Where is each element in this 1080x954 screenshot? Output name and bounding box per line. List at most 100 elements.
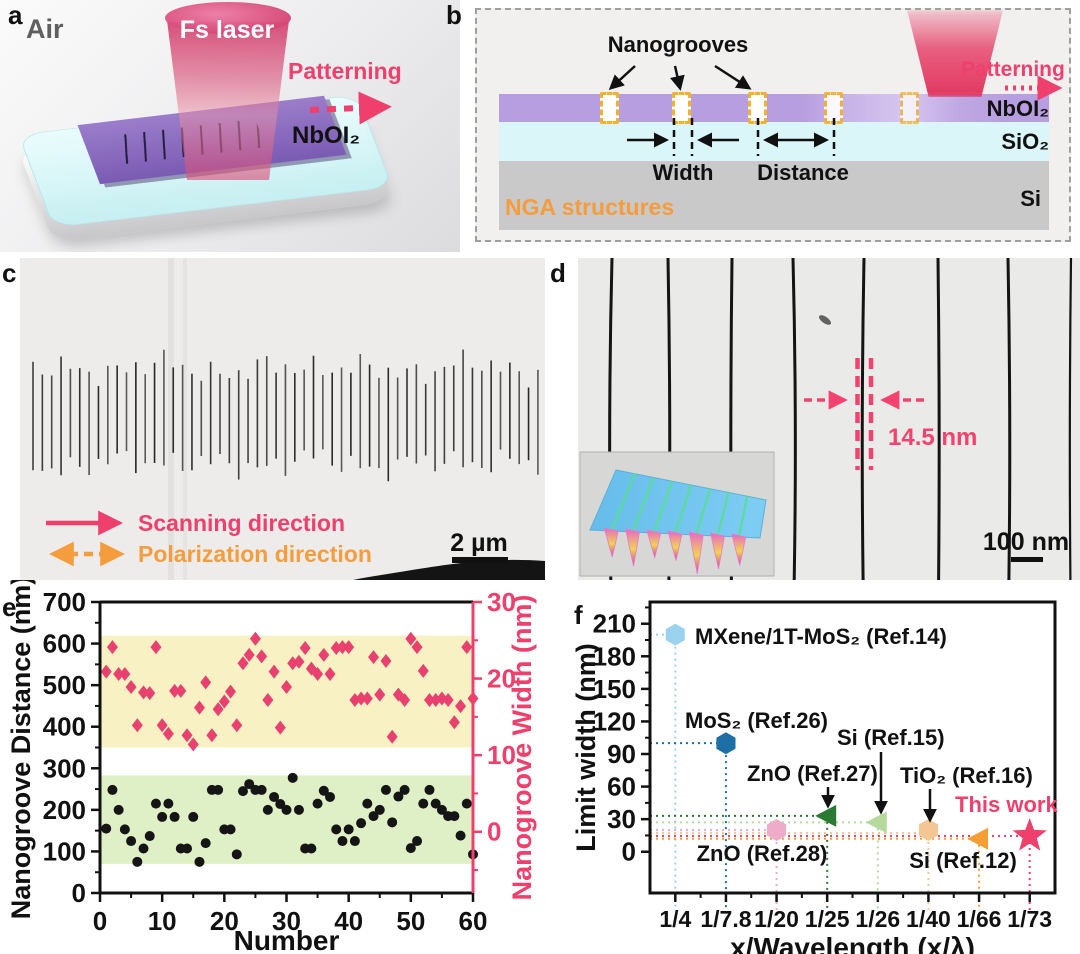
width-data-point	[100, 664, 112, 679]
panel-a-illustration: Air Fs laser Patterning NbOI₂	[0, 0, 460, 252]
material-label: This work	[955, 792, 1058, 817]
material-label: MoS₂ (Ref.26)	[685, 708, 828, 733]
layer-si	[499, 161, 1049, 230]
afm-spike	[688, 531, 704, 574]
width-data-point	[368, 650, 380, 665]
width-data-point	[336, 640, 348, 655]
distance-data-point	[237, 786, 248, 797]
sio2-layer-label: SiO₂	[1001, 129, 1049, 154]
nanogroove-array-lines	[32, 349, 539, 482]
svg-text:10: 10	[487, 740, 516, 770]
layer-nboi2	[499, 94, 1049, 122]
svg-text:40: 40	[334, 906, 363, 936]
width-data-point	[181, 728, 193, 743]
defect-spot	[818, 315, 832, 325]
distance-data-point	[424, 784, 435, 795]
svg-text:400: 400	[43, 712, 86, 742]
width-data-point	[237, 656, 249, 671]
distance-data-point	[150, 798, 161, 809]
svg-text:0: 0	[72, 878, 86, 908]
distance-data-point	[225, 824, 236, 835]
distance-data-point	[368, 811, 379, 822]
afm-spike	[603, 527, 619, 558]
fs-laser-label: Fs laser	[179, 16, 275, 44]
svg-text:1/66: 1/66	[957, 906, 1002, 932]
nboi2-layer-label: NbOI₂	[986, 96, 1049, 121]
panel-label-d: d	[550, 258, 566, 288]
afm-spike	[731, 533, 747, 566]
svg-text:90: 90	[607, 739, 636, 769]
svg-text:300: 300	[43, 753, 86, 783]
distance-data-point	[430, 798, 441, 809]
distance-data-point	[455, 830, 466, 841]
afm-spike	[709, 532, 725, 570]
nanogroove-pointer-arrow	[670, 65, 685, 91]
material-point	[767, 819, 787, 841]
afm-spike	[624, 528, 640, 567]
width-data-point	[448, 715, 460, 730]
width-data-point	[193, 700, 205, 715]
distance-data-point	[343, 824, 354, 835]
y-axis-title-left: Nanogroove Distance (nm)	[6, 580, 36, 919]
width-data-point	[355, 691, 367, 706]
nanogroove	[672, 92, 691, 124]
scale-bar-label: 100 nm	[983, 528, 1069, 556]
afm-inset	[579, 451, 775, 577]
distance-data-point	[194, 856, 205, 867]
width-data-point	[399, 693, 411, 708]
highlight-band	[100, 775, 473, 864]
distance-data-point	[293, 804, 304, 815]
panel-b-annotations	[608, 64, 1063, 156]
polarization-direction-label: Polarization direction	[138, 541, 372, 567]
distance-data-point	[163, 798, 174, 809]
material-label: Si (Ref.15)	[837, 725, 945, 750]
nanogroove-pointer-arrow	[714, 64, 752, 90]
svg-text:100: 100	[43, 836, 86, 866]
width-data-point	[218, 694, 230, 709]
width-data-point	[274, 720, 286, 735]
width-data-point	[417, 663, 429, 678]
distance-data-point	[393, 791, 404, 802]
width-data-point	[169, 683, 181, 698]
this-work-star	[1012, 818, 1047, 851]
panel-label-e: e	[2, 592, 17, 622]
svg-text:1/40: 1/40	[906, 906, 951, 932]
svg-text:60: 60	[459, 906, 488, 936]
patterning-label: Patterning	[288, 58, 402, 84]
nanogroove	[600, 92, 619, 124]
nanogroove	[900, 92, 919, 124]
width-data-point	[262, 693, 274, 708]
distance-data-point	[325, 791, 336, 802]
scale-bar	[452, 557, 508, 563]
material-label: MXene/1T-MoS₂ (Ref.14)	[695, 624, 947, 649]
distance-data-point	[169, 811, 180, 822]
distance-data-point	[107, 784, 118, 795]
width-series	[100, 631, 479, 752]
svg-text:1/4: 1/4	[659, 906, 691, 932]
distance-data-point	[126, 836, 137, 847]
svg-text:210: 210	[593, 609, 636, 639]
width-data-point	[150, 640, 162, 655]
material-point	[665, 623, 685, 646]
width-data-point	[249, 631, 261, 646]
distance-data-point	[312, 798, 323, 809]
width-data-point	[299, 640, 311, 655]
si-layer-label: Si	[1020, 186, 1041, 211]
laser-cone-rim	[165, 2, 291, 34]
material-label: TiO₂ (Ref.16)	[900, 763, 1033, 788]
distance-data-point	[318, 785, 329, 796]
panel-label-b: b	[446, 0, 462, 30]
scanning-direction-label: Scanning direction	[138, 510, 345, 536]
afm-spike	[646, 529, 662, 560]
panel-b-schematic: Nanogrooves Patterning NbOI₂ SiO₂ Si Wid…	[475, 8, 1071, 242]
afm-spike	[667, 530, 683, 561]
width-data-point	[318, 647, 330, 662]
width-data-point	[200, 675, 212, 690]
width-data-point	[423, 693, 435, 708]
distance-data-point	[349, 836, 360, 847]
distance-data-point	[405, 843, 416, 854]
width-data-point	[442, 693, 454, 708]
distance-data-point	[331, 824, 342, 835]
nanogroove-pointer-arrow	[608, 65, 636, 91]
